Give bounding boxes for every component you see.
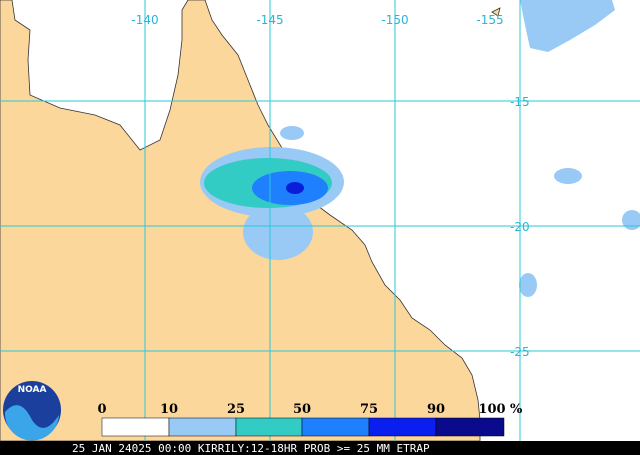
color-scale [101,417,505,437]
rain-area [519,273,537,297]
scale-label: 10 [160,402,178,417]
land [0,0,481,442]
island [491,7,501,17]
rain-area [520,0,615,52]
logo-text: NOAA [18,385,47,395]
scale-label: 100 [478,402,505,417]
graticule [0,0,640,441]
rain-area [280,126,304,140]
rain-area [622,210,640,230]
longitude-label: -155 [476,13,503,27]
caption: 25 JAN 24025 00:00 KIRRILY:12-18HR PROB … [72,442,430,455]
caption-bar [0,441,640,455]
latitude-label: -25 [510,345,530,359]
rain-area [243,204,313,260]
latitude-label: -15 [510,95,530,109]
scale-unit: % [510,402,523,417]
rain-area [554,168,582,184]
noaa-logo: NOAA [3,381,61,441]
longitude-label: -145 [256,13,283,27]
scale-label: 50 [293,402,311,417]
scale-label: 90 [427,402,445,417]
rain-area [286,182,304,194]
scale-label: 75 [360,402,378,417]
scale-label: 25 [227,402,245,417]
latitude-label: -20 [510,220,530,234]
longitude-label: -140 [131,13,158,27]
scale-label: 0 [97,402,106,417]
longitude-label: -150 [381,13,408,27]
